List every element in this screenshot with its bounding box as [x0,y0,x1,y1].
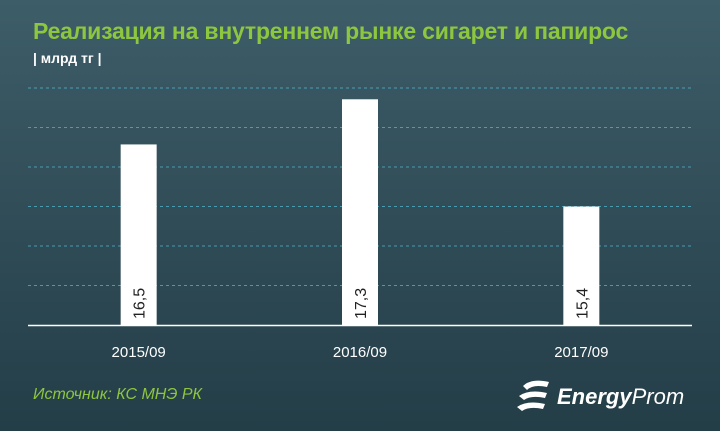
energyprom-logo-icon [517,380,549,411]
bar-value-label: 17,3 [353,288,370,319]
chart-unit-label: | млрд тг | [33,50,102,66]
logo-text-energy: Energy [557,384,632,409]
energyprom-logo: EnergyProm [515,376,705,416]
bar-2015/09 [120,144,157,325]
bar-value-label: 15,4 [574,288,591,319]
x-tick-label: 2016/09 [333,344,387,361]
chart-title: Реализация на внутреннем рынке сигарет и… [33,18,629,44]
bar-value-label: 16,5 [132,288,149,319]
bar-2017/09 [563,206,600,325]
logo-text-prom: Prom [631,384,685,409]
bar-2016/09 [342,99,378,326]
x-tick-label: 2015/09 [112,344,166,361]
x-tick-label: 2017/09 [554,344,608,361]
source-note: Источник: КС МНЭ РК [33,386,202,403]
